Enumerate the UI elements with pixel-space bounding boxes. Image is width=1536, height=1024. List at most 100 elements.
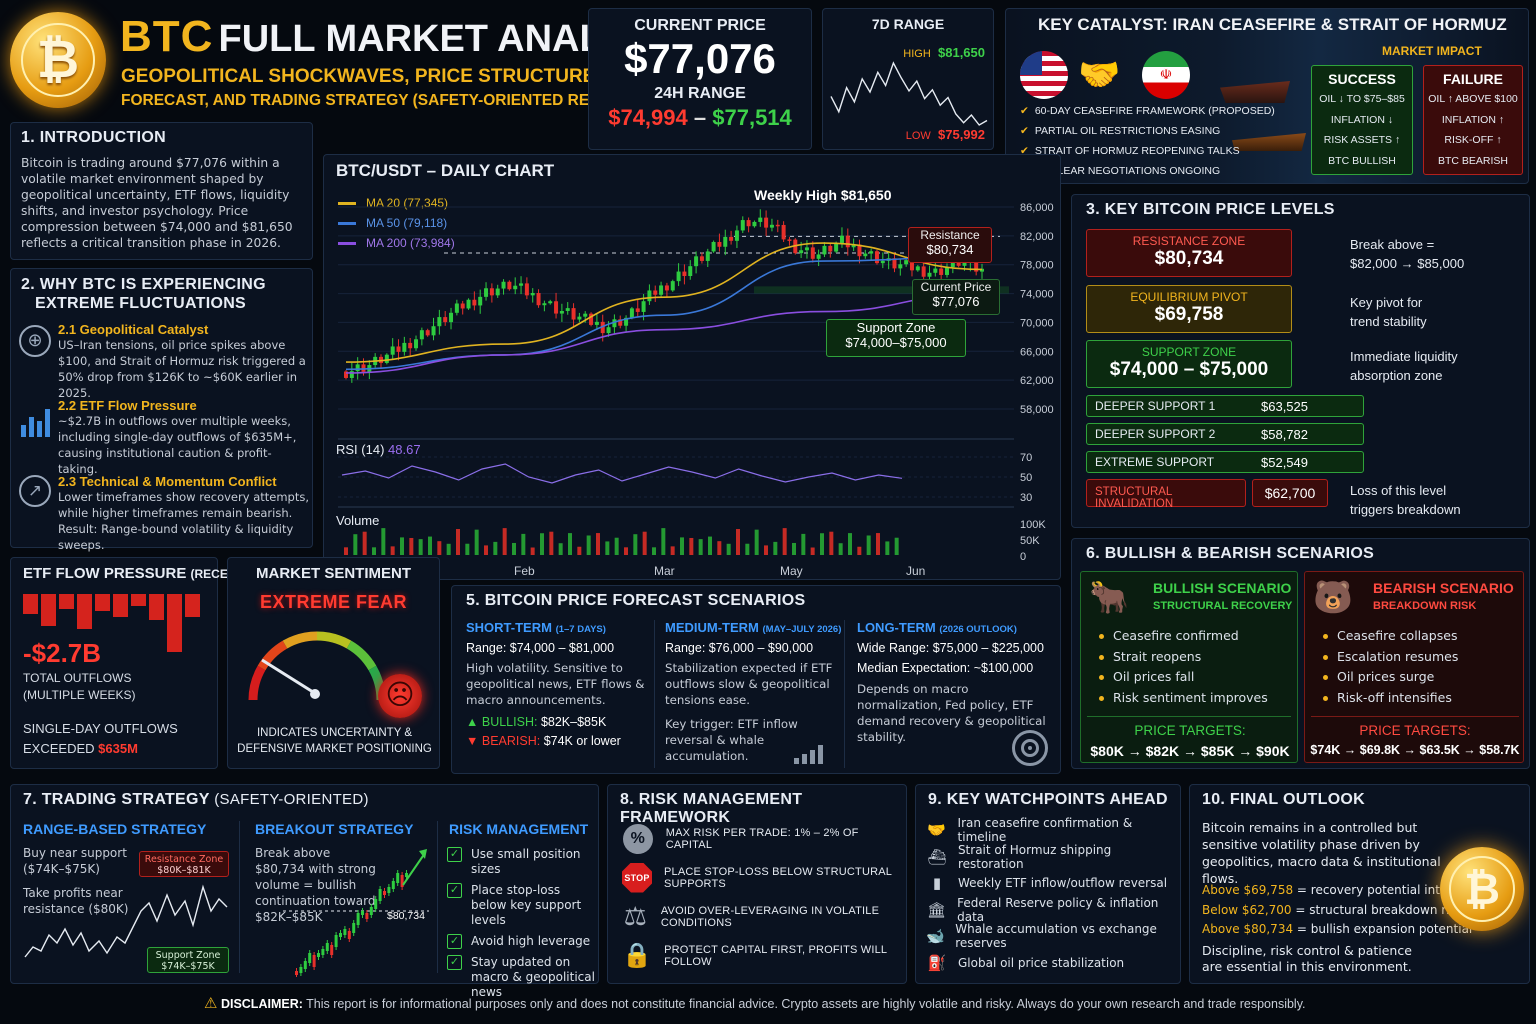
candle-body <box>396 346 401 352</box>
watchpoints-title: 9. KEY WATCHPOINTS AHEAD <box>928 791 1168 808</box>
rsi-label: RSI (14) 48.67 <box>336 442 421 457</box>
outlook-text: Bitcoin remains in a controlled but sens… <box>1202 820 1441 886</box>
failure-box: FAILURE OIL ↑ ABOVE $100 INFLATION ↑ RIS… <box>1423 65 1523 175</box>
range-strategy-sell: Take profits near resistance ($80K) <box>23 886 129 916</box>
candle-body <box>688 266 693 277</box>
range-strategy-title: RANGE-BASED STRATEGY <box>23 821 207 837</box>
volume-bar <box>838 543 843 555</box>
candle-body <box>408 342 413 349</box>
weekly-high-label: Weekly High $81,650 <box>754 187 892 203</box>
candle-body <box>583 313 588 317</box>
volume-bar <box>549 531 554 555</box>
candle-body <box>810 247 815 259</box>
volume-bar <box>344 547 348 555</box>
candle-body <box>454 303 459 313</box>
range-7d-high: $81,650 <box>938 45 985 60</box>
breakout-candle <box>391 881 395 889</box>
price-chart: 86,000 82,000 78,000 74,000 70,000 66,000 62,0… <box>338 202 1054 578</box>
rsi-axis-label: 50 <box>1020 472 1032 484</box>
volume-bar <box>465 543 470 555</box>
risk-framework-item: 🔒 PROTECT CAPITAL FIRST, PROFITS WILL FOL… <box>622 936 906 975</box>
candle-body <box>577 316 582 320</box>
range-7d-label: 7D RANGE <box>871 16 945 32</box>
volume-bar <box>390 546 395 555</box>
candle-body <box>419 330 424 340</box>
volume-bar <box>661 528 666 555</box>
candle-body <box>723 236 728 247</box>
price-axis-label: 82,000 <box>1020 231 1054 243</box>
candle-body <box>874 251 879 264</box>
volume-bar <box>736 529 740 555</box>
candle-body <box>594 321 599 325</box>
candle-body <box>443 317 448 323</box>
volume-bar <box>866 535 871 555</box>
candle-body <box>472 299 477 306</box>
etf-title: ETF FLOW PRESSURE (RECENT) <box>23 565 248 582</box>
breakout-arrow <box>402 852 426 886</box>
volume-bar <box>876 533 880 555</box>
candle-body <box>699 256 704 261</box>
bearish-list: Ceasefire collapses Escalation resumes Oil… <box>1323 626 1458 708</box>
volume-bar <box>409 537 414 555</box>
price-axis-label: 74,000 <box>1020 289 1054 301</box>
candle-body <box>478 296 483 306</box>
breakout-candle <box>361 911 364 915</box>
volume-bar <box>381 528 386 555</box>
resistance-tag: Resistance $80,734 <box>908 227 992 263</box>
failure-line: INFLATION ↑ <box>1441 113 1505 126</box>
success-line: OIL ↓ TO $75–$85 <box>1319 93 1405 105</box>
candle-body <box>501 281 506 289</box>
breakout-arrowhead <box>419 849 427 859</box>
etf-bar <box>131 594 146 606</box>
candle-body <box>635 308 640 312</box>
candle-body <box>524 283 529 296</box>
etf-bar <box>95 594 110 611</box>
candle-body <box>816 254 821 259</box>
growth-chart-icon <box>794 744 828 764</box>
bear-price-targets: $74K → $69.8K → $63.5K → $58.7K <box>1310 743 1520 757</box>
handshake-icon: 🤝 <box>927 821 947 840</box>
breakout-candle <box>374 899 378 909</box>
candle-body <box>729 236 734 241</box>
volume-bar <box>820 533 824 555</box>
volume-bar <box>708 536 712 555</box>
month-label: Jun <box>906 564 925 578</box>
volume-label: Volume <box>336 513 380 528</box>
current-price-value: $77,076 <box>624 35 776 82</box>
levels-panel: 3. KEY BITCOIN PRICE LEVELS RESISTANCE Z… <box>1071 194 1530 528</box>
tanker-ship-icon <box>1220 81 1290 103</box>
candle-body <box>892 258 897 269</box>
checkbox-icon: ✓ <box>447 934 462 949</box>
candle-body <box>629 308 634 318</box>
watchpoint-item: 🏛 Federal Reserve policy & inflation data <box>927 895 1159 924</box>
watchpoint-item: 🐋 Whale accumulation vs exchange reserves <box>926 922 1157 951</box>
volume-bar <box>493 541 498 555</box>
volume-bar <box>372 547 376 555</box>
candle-body <box>647 290 652 302</box>
outlook-title: 10. FINAL OUTLOOK <box>1202 791 1366 808</box>
scale-icon: ⚖ <box>623 901 648 931</box>
risk-item: ✓ Use small position sizes <box>447 847 597 877</box>
rsi-axis-label: 30 <box>1020 492 1032 504</box>
breakout-candle <box>295 971 298 975</box>
legend-item: MA 50 (79,118) <box>338 213 455 233</box>
candle-body <box>542 303 547 306</box>
volume-bar <box>624 547 628 555</box>
volume-bar <box>540 533 544 555</box>
candle-body <box>519 283 524 286</box>
ma-line <box>345 242 983 363</box>
candle-body <box>559 310 564 314</box>
ma-line <box>345 292 983 374</box>
breakout-chart <box>283 849 429 977</box>
candle-body <box>664 285 669 291</box>
forecast-medium: MEDIUM-TERM (MAY–JULY 2026) Range: $76,0… <box>665 620 842 763</box>
candle-body <box>466 299 471 309</box>
candle-body <box>869 251 874 254</box>
intro-panel: 1. INTRODUCTION Bitcoin is trading aroun… <box>10 122 313 260</box>
fear-gauge <box>248 631 386 701</box>
volume-axis-label: 50K <box>1020 535 1040 547</box>
invalidation-label-box: STRUCTURAL INVALIDATION <box>1086 479 1246 510</box>
sentiment-title: MARKET SENTIMENT <box>256 565 411 582</box>
gauge-needle <box>261 658 314 694</box>
checkbox-icon: ✓ <box>447 883 462 898</box>
